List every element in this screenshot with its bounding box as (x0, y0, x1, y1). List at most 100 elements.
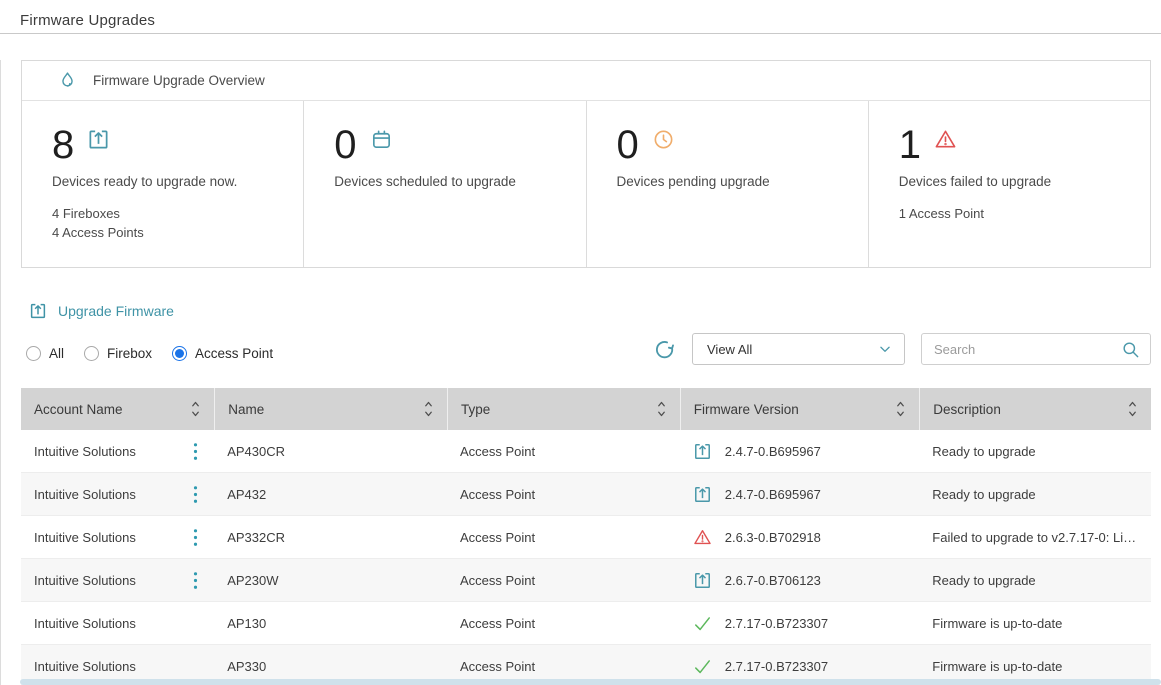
column-header-description[interactable]: Description (919, 388, 1151, 430)
row-menu-button[interactable] (189, 483, 202, 506)
stat-ready-fireboxes: 4 Fireboxes (52, 206, 120, 221)
sort-icon[interactable] (422, 399, 435, 419)
filter-all-label: All (49, 345, 65, 361)
filter-firebox-label: Firebox (107, 345, 153, 361)
upload-icon (29, 302, 47, 320)
upgrade-firmware-button[interactable]: Upgrade Firmware (29, 302, 174, 320)
column-label: Type (460, 401, 491, 417)
cell-firmware-version: 2.4.7-0.B695967 (680, 430, 920, 472)
page-title: Firmware Upgrades (20, 12, 156, 29)
cell-type: Access Point (459, 529, 536, 545)
radio-icon (84, 345, 100, 361)
right-controls: View All (653, 333, 1151, 365)
table-row[interactable]: Intuitive Solutions AP330 Access Point (21, 645, 1151, 685)
cell-account: Intuitive Solutions (21, 559, 214, 601)
column-header-account-name[interactable]: Account Name (21, 388, 214, 430)
stat-pending: 0 Devices pending upgrade (585, 101, 868, 267)
row-menu-button[interactable] (189, 440, 202, 463)
cell-type: Access Point (459, 572, 536, 588)
search-input[interactable] (934, 341, 1121, 357)
devices-table: Account Name Name (21, 388, 1151, 685)
filter-access-point-label: Access Point (195, 345, 274, 361)
column-header-firmware-version[interactable]: Firmware Version (679, 388, 920, 430)
cell-version-text: 2.4.7-0.B695967 (724, 486, 821, 502)
warning-status-icon (693, 528, 712, 547)
upload-icon (87, 128, 110, 151)
cell-description: Failed to upgrade to v2.7.17-0: Licen... (932, 530, 1151, 545)
table-row[interactable]: Intuitive Solutions AP430CR Access Point (21, 430, 1151, 473)
cell-account-text: Intuitive Solutions (34, 658, 136, 674)
controls-row: All Firebox Access Point (21, 333, 1151, 365)
stat-pending-label: Devices pending upgrade (616, 174, 770, 189)
upgrade-firmware-label: Upgrade Firmware (58, 303, 174, 319)
column-label: Account Name (34, 401, 123, 417)
cell-name: AP430CR (227, 443, 286, 459)
horizontal-scrollbar[interactable] (20, 679, 1161, 685)
cell-account: Intuitive Solutions (21, 430, 214, 472)
cell-name: AP130 (227, 615, 267, 631)
stat-scheduled: 0 Devices scheduled to upgrade (303, 101, 585, 267)
column-label: Name (228, 401, 265, 417)
device-filter-radios: All Firebox Access Point (21, 345, 274, 361)
clock-icon (652, 128, 675, 151)
cell-type: Access Point (459, 615, 536, 631)
table-row[interactable]: Intuitive Solutions AP130 Access Point (21, 602, 1151, 645)
stat-ready-breakdown: 4 Fireboxes 4 Access Points (52, 205, 293, 243)
sort-icon[interactable] (655, 399, 668, 419)
stat-failed-value: 1 (898, 123, 921, 167)
cell-name: AP230W (227, 572, 279, 588)
cell-firmware-version: 2.6.7-0.B706123 (680, 559, 920, 601)
table-row[interactable]: Intuitive Solutions AP230W Access Point (21, 559, 1151, 602)
sort-icon[interactable] (1126, 399, 1139, 419)
alert-icon (934, 128, 957, 151)
table-row[interactable]: Intuitive Solutions AP332CR Access Point (21, 516, 1151, 559)
content-area: Firmware Upgrade Overview 8 Devices read… (0, 60, 1161, 685)
table-header: Account Name Name (21, 388, 1151, 430)
stat-ready-value: 8 (52, 123, 75, 167)
cell-description: Firmware is up-to-date (932, 616, 1063, 631)
chevron-down-icon (878, 342, 892, 356)
cell-version-text: 2.7.17-0.B723307 (724, 658, 829, 674)
sort-icon[interactable] (894, 399, 907, 419)
overview-card-title: Firmware Upgrade Overview (93, 73, 265, 88)
cell-account: Intuitive Solutions (21, 516, 214, 558)
column-header-name[interactable]: Name (214, 388, 447, 430)
stat-pending-value: 0 (616, 123, 639, 167)
cell-account: Intuitive Solutions (21, 645, 214, 685)
sort-icon[interactable] (189, 399, 202, 419)
stat-failed-label: Devices failed to upgrade (898, 174, 1052, 189)
cell-version-text: 2.6.3-0.B702918 (724, 529, 821, 545)
cell-version-text: 2.7.17-0.B723307 (724, 615, 829, 631)
firmware-overview-card: Firmware Upgrade Overview 8 Devices read… (21, 60, 1151, 268)
upload-status-icon (693, 485, 712, 504)
filter-radio-all[interactable]: All (26, 345, 65, 361)
cell-account-text: Intuitive Solutions (34, 529, 136, 545)
firmware-flame-icon (57, 70, 78, 92)
cell-account: Intuitive Solutions (21, 473, 214, 515)
row-menu-button[interactable] (189, 569, 202, 592)
refresh-button[interactable] (653, 338, 676, 361)
table-row[interactable]: Intuitive Solutions AP432 Access Point (21, 473, 1151, 516)
cell-account: Intuitive Solutions (21, 602, 214, 644)
upload-status-icon (693, 571, 712, 590)
stat-failed: 1 Devices failed to upgrade 1 Access Poi… (867, 101, 1150, 267)
radio-icon (26, 345, 41, 361)
view-filter-dropdown[interactable]: View All (692, 333, 905, 365)
cell-description: Ready to upgrade (932, 444, 1036, 459)
column-header-type[interactable]: Type (446, 388, 680, 430)
stat-ready-to-upgrade: 8 Devices ready to upgrade now. 4 Firebo… (22, 101, 303, 267)
cell-name: AP332CR (227, 529, 286, 545)
filter-radio-access-point[interactable]: Access Point (172, 345, 274, 361)
table-body: Intuitive Solutions AP430CR Access Point (21, 430, 1151, 685)
column-label: Description (933, 401, 1001, 417)
cell-firmware-version: 2.6.3-0.B702918 (680, 516, 920, 558)
row-menu-button[interactable] (189, 526, 202, 549)
stat-ready-accesspoints: 4 Access Points (52, 224, 144, 240)
stat-failed-accesspoints: 1 Access Point (898, 206, 985, 221)
search-icon (1121, 340, 1140, 359)
overview-stats: 8 Devices ready to upgrade now. 4 Firebo… (22, 101, 1150, 267)
cell-name: AP432 (227, 486, 267, 502)
cell-account-text: Intuitive Solutions (34, 572, 136, 588)
cell-firmware-version: 2.4.7-0.B695967 (680, 473, 920, 515)
filter-radio-firebox[interactable]: Firebox (84, 345, 153, 361)
